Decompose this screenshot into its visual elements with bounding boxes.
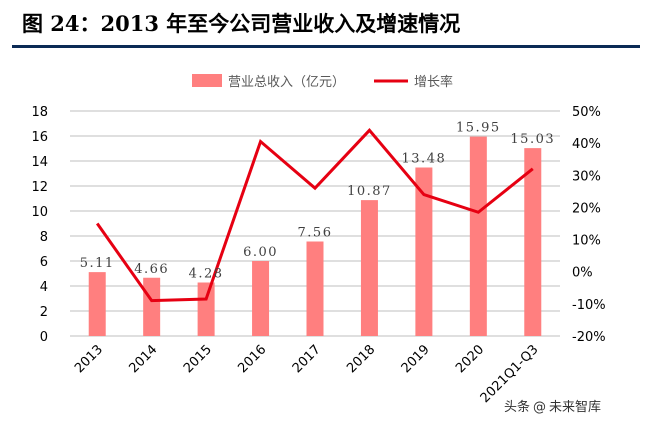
right-tick-label: 20% bbox=[572, 201, 601, 216]
right-axis-ticks: -20% -10% 0% 10% 20% 30% 40% 50% bbox=[572, 105, 606, 345]
left-tick-label: 8 bbox=[40, 230, 48, 245]
x-tick-label: 2013 bbox=[72, 342, 106, 376]
bar-2019 bbox=[415, 167, 433, 336]
x-tick-label: 2016 bbox=[235, 342, 269, 376]
legend-bar-swatch bbox=[192, 74, 222, 87]
bar-2020 bbox=[469, 136, 487, 336]
bar-2015 bbox=[197, 282, 215, 336]
watermark-right: 未来智库 bbox=[549, 400, 602, 415]
bar-value-label: 15.95 bbox=[456, 121, 501, 136]
bar-value-labels: 5.11 4.66 4.28 6.00 7.56 10.87 13.48 15.95 15.03 bbox=[80, 121, 555, 282]
left-tick-label: 12 bbox=[31, 180, 48, 195]
right-tick-label: -20% bbox=[572, 330, 606, 345]
growth-line bbox=[95, 128, 534, 303]
watermark-left: 头条 bbox=[504, 400, 531, 415]
left-tick-label: 2 bbox=[40, 305, 48, 320]
bar-value-label: 5.11 bbox=[80, 256, 115, 271]
bar-2018 bbox=[360, 200, 378, 336]
left-tick-label: 4 bbox=[40, 280, 48, 295]
right-tick-label: 40% bbox=[572, 137, 601, 152]
watermark-separator: @ bbox=[533, 400, 547, 415]
bar-2021Q1-Q3 bbox=[524, 148, 542, 336]
bar-value-label: 15.03 bbox=[510, 132, 555, 147]
bar-value-label: 4.28 bbox=[189, 267, 224, 282]
right-tick-label: 10% bbox=[572, 234, 601, 249]
x-tick-label: 2018 bbox=[344, 342, 378, 376]
left-tick-label: 18 bbox=[31, 105, 48, 120]
x-tick-label: 2014 bbox=[126, 342, 160, 376]
revenue-bars bbox=[88, 136, 542, 336]
left-tick-label: 6 bbox=[40, 255, 48, 270]
left-tick-label: 14 bbox=[31, 155, 48, 170]
bar-2014 bbox=[143, 277, 161, 336]
bar-2017 bbox=[306, 241, 324, 336]
x-tick-label: 2019 bbox=[399, 342, 433, 376]
right-tick-label: 50% bbox=[572, 105, 601, 120]
right-tick-label: 30% bbox=[572, 169, 601, 184]
right-tick-label: 0% bbox=[572, 266, 593, 281]
bar-value-label: 4.66 bbox=[134, 262, 169, 277]
x-tick-label: 2017 bbox=[290, 342, 324, 376]
x-axis-ticks: 2013 2014 2015 2016 2017 2018 2019 20202021Q1-Q… bbox=[72, 342, 542, 406]
left-tick-label: 10 bbox=[31, 205, 48, 220]
title-rule bbox=[12, 45, 640, 48]
legend: 营业总收入（亿元） 增长率 bbox=[192, 74, 453, 90]
x-tick-label: 2020 bbox=[453, 342, 487, 376]
legend-bar-label: 营业总收入（亿元） bbox=[228, 75, 345, 90]
watermark: 头条 @ 未来智库 bbox=[504, 396, 601, 415]
left-tick-label: 0 bbox=[40, 330, 48, 345]
page-title: 图 24：2013 年至今公司营业收入及增速情况 bbox=[22, 11, 461, 36]
growth-rate-line bbox=[95, 128, 534, 303]
bar-2013 bbox=[88, 272, 106, 336]
bar-value-label: 13.48 bbox=[402, 152, 447, 167]
x-tick-label: 2015 bbox=[181, 342, 215, 376]
right-tick-label: -10% bbox=[572, 298, 606, 313]
legend-line-label: 增长率 bbox=[414, 74, 453, 90]
left-axis-ticks: 0 2 4 6 8 10 12 14 16 18 bbox=[31, 105, 48, 345]
bar-value-label: 7.56 bbox=[298, 226, 333, 241]
bar-value-label: 6.00 bbox=[243, 245, 278, 260]
bar-2016 bbox=[252, 261, 270, 336]
bar-value-label: 10.87 bbox=[347, 184, 392, 199]
left-tick-label: 16 bbox=[31, 130, 48, 145]
